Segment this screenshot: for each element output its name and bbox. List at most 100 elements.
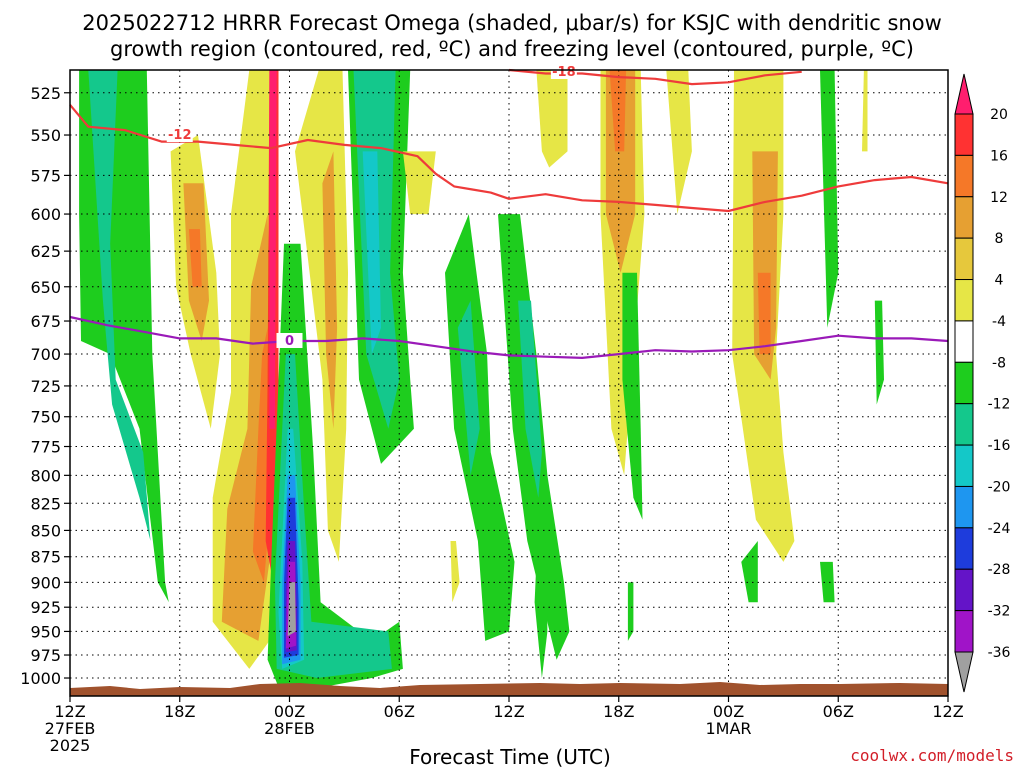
omega-region-24 xyxy=(450,541,460,603)
y-tick-label: 750 xyxy=(30,408,61,427)
credit-link[interactable]: coolwx.com/models xyxy=(850,746,1014,765)
x-axis-label: Forecast Time (UTC) xyxy=(409,745,611,768)
y-tick-label: 625 xyxy=(30,242,61,261)
y-tick-label: 575 xyxy=(30,166,61,185)
omega-region-28 xyxy=(518,300,542,498)
colorbar-cell xyxy=(954,113,974,156)
colorbar-label: 16 xyxy=(990,148,1008,164)
colorbar-label: 12 xyxy=(990,190,1008,206)
colorbar-label: 20 xyxy=(990,107,1008,123)
colorbar-label: 4 xyxy=(995,273,1004,289)
colorbar-cell xyxy=(954,196,974,239)
colorbar-cell xyxy=(954,444,974,487)
omega-region-40 xyxy=(874,300,884,405)
colorbar-top-arrow xyxy=(954,73,974,115)
y-tick-label: 725 xyxy=(30,377,61,396)
omega-region-19 xyxy=(287,582,296,637)
colorbar-cell xyxy=(954,610,974,653)
x-tick-label: 27FEB xyxy=(45,719,96,738)
omega-region-29 xyxy=(534,519,548,678)
x-tick-label: 2025 xyxy=(50,736,91,755)
colorbar-label: -28 xyxy=(988,562,1011,578)
y-axis-ticks: 525 550 575 600 625 650 675 700 725 750 775 800 825 8… xyxy=(20,84,70,688)
colorbar-cell xyxy=(954,154,974,198)
colorbar-cell xyxy=(954,279,974,322)
y-tick-label: 1000 xyxy=(20,669,61,688)
colorbar-bottom-arrow xyxy=(954,651,974,693)
omega-region-44 xyxy=(820,561,835,603)
x-tick-label: 00Z xyxy=(274,702,305,721)
y-tick-label: 825 xyxy=(30,494,61,513)
y-tick-label: 875 xyxy=(30,548,61,567)
omega-region-7 xyxy=(252,327,270,583)
y-tick-label: 925 xyxy=(30,598,61,617)
colorbar-label: -20 xyxy=(988,479,1011,495)
colorbar-label: -24 xyxy=(988,521,1011,537)
dgz-contour-1-label-bg xyxy=(550,64,577,79)
omega-region-39 xyxy=(820,70,839,328)
omega-region-41 xyxy=(862,70,868,152)
y-tick-label: 950 xyxy=(30,622,61,641)
colorbar: 20 16 12 8 4 -4 -8 -12 -16 -20 -24 -28 -32 -36 xyxy=(954,73,1011,693)
omega-region-4 xyxy=(188,229,202,287)
chart-title-line1: 2025022712 HRRR Forecast Omega (shaded, … xyxy=(82,11,942,35)
x-tick-label: 00Z xyxy=(713,702,744,721)
colorbar-cell xyxy=(954,237,974,281)
x-tick-label: 12Z xyxy=(493,702,524,721)
omega-region-9 xyxy=(269,70,277,429)
omega-region-13 xyxy=(274,354,392,678)
x-tick-label: 12Z xyxy=(54,702,85,721)
colorbar-label: -16 xyxy=(988,438,1011,454)
ground-terrain xyxy=(70,682,948,696)
dgz-contour-0 xyxy=(69,104,949,213)
colorbar-cell xyxy=(954,403,974,446)
y-tick-label: 900 xyxy=(30,573,61,592)
freezing-contour-0-label-bg xyxy=(276,332,303,348)
omega-region-38 xyxy=(757,272,771,355)
freezing-contour-0 xyxy=(69,315,949,359)
y-tick-label: 550 xyxy=(30,126,61,145)
x-tick-label: 06Z xyxy=(384,702,415,721)
colorbar-label: 8 xyxy=(995,231,1004,247)
omega-region-1 xyxy=(88,70,151,541)
colorbar-label: -8 xyxy=(992,355,1006,371)
y-tick-label: 650 xyxy=(30,278,61,297)
omega-region-11 xyxy=(322,151,338,429)
y-tick-label: 775 xyxy=(30,438,61,457)
omega-region-26 xyxy=(457,300,480,476)
omega-region-30 xyxy=(536,70,568,168)
colorbar-label: -36 xyxy=(988,645,1011,661)
y-tick-label: 700 xyxy=(30,345,61,364)
colorbar-cell xyxy=(954,361,974,405)
freezing-contour-0-label: 0 xyxy=(285,334,294,349)
colorbar-label: -12 xyxy=(988,397,1011,413)
colorbar-label: -32 xyxy=(988,604,1011,620)
omega-region-35 xyxy=(666,70,692,215)
omega-region-10 xyxy=(295,70,348,562)
colorbar-cell xyxy=(954,320,974,363)
omega-region-33 xyxy=(609,70,627,152)
dgz-contour-1-label: -18 xyxy=(552,65,576,80)
omega-region-37 xyxy=(752,151,778,380)
x-tick-label: 18Z xyxy=(603,702,634,721)
colorbar-cell xyxy=(954,568,974,612)
dgz-contour-0-label: -12 xyxy=(168,128,192,143)
colorbar-cell xyxy=(954,485,974,529)
y-tick-label: 525 xyxy=(30,84,61,103)
y-tick-label: 675 xyxy=(30,312,61,331)
colorbar-cell xyxy=(954,527,974,570)
colorbar-label: -4 xyxy=(992,314,1006,330)
x-tick-label: 06Z xyxy=(823,702,854,721)
contour-lines: -12 -18 0 xyxy=(69,64,949,359)
omega-region-43 xyxy=(741,541,758,603)
y-tick-label: 800 xyxy=(30,466,61,485)
x-tick-label: 1MAR xyxy=(705,719,751,738)
omega-region-42 xyxy=(627,582,634,641)
grid-lines xyxy=(70,70,948,696)
dgz-contour-0-label-bg xyxy=(166,127,193,143)
x-tick-label: 18Z xyxy=(164,702,195,721)
y-tick-label: 600 xyxy=(30,205,61,224)
omega-shading xyxy=(79,70,884,688)
chart-title-line2: growth region (contoured, red, ºC) and f… xyxy=(110,37,914,61)
